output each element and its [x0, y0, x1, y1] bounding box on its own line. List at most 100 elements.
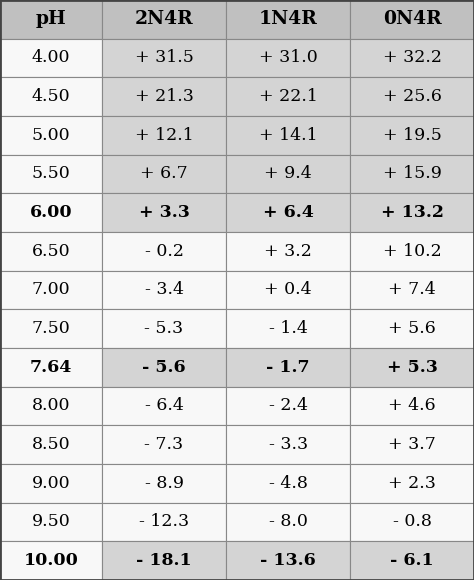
Text: + 12.1: + 12.1	[135, 127, 193, 144]
Text: + 3.2: + 3.2	[264, 243, 312, 260]
Bar	[0, 116, 102, 155]
Text: - 1.7: - 1.7	[266, 359, 310, 376]
Bar	[350, 116, 474, 155]
Text: - 3.3: - 3.3	[269, 436, 308, 453]
Text: - 3.4: - 3.4	[145, 281, 183, 299]
Bar	[226, 39, 350, 77]
Bar	[102, 39, 226, 77]
Bar	[0, 0, 102, 39]
Bar	[102, 464, 226, 503]
Text: + 15.9: + 15.9	[383, 165, 442, 183]
Bar	[102, 309, 226, 348]
Bar	[102, 193, 226, 232]
Text: + 25.6: + 25.6	[383, 88, 442, 105]
Bar	[0, 155, 102, 193]
Bar	[226, 0, 350, 39]
Bar	[350, 39, 474, 77]
Bar	[0, 39, 102, 77]
Bar	[226, 232, 350, 271]
Bar	[0, 464, 102, 503]
Bar	[226, 387, 350, 425]
Text: + 22.1: + 22.1	[259, 88, 318, 105]
Text: 5.50: 5.50	[32, 165, 70, 183]
Bar	[350, 387, 474, 425]
Bar	[102, 348, 226, 387]
Text: + 9.4: + 9.4	[264, 165, 312, 183]
Bar	[350, 425, 474, 464]
Bar	[102, 0, 226, 39]
Text: - 4.8: - 4.8	[269, 475, 308, 492]
Text: - 1.4: - 1.4	[269, 320, 308, 337]
Bar	[350, 77, 474, 116]
Text: 8.00: 8.00	[32, 397, 70, 415]
Text: - 13.6: - 13.6	[260, 552, 316, 569]
Text: 9.50: 9.50	[32, 513, 70, 531]
Text: - 2.4: - 2.4	[269, 397, 308, 415]
Bar	[102, 387, 226, 425]
Bar	[102, 116, 226, 155]
Text: 4.00: 4.00	[32, 49, 70, 67]
Text: - 18.1: - 18.1	[136, 552, 192, 569]
Text: 10.00: 10.00	[24, 552, 78, 569]
Text: 9.00: 9.00	[32, 475, 70, 492]
Text: - 5.6: - 5.6	[142, 359, 186, 376]
Text: pH: pH	[36, 10, 66, 28]
Bar	[0, 541, 102, 580]
Bar	[226, 541, 350, 580]
Text: + 5.3: + 5.3	[387, 359, 438, 376]
Bar	[350, 155, 474, 193]
Bar	[350, 541, 474, 580]
Text: + 7.4: + 7.4	[388, 281, 436, 299]
Bar	[102, 503, 226, 541]
Text: - 7.3: - 7.3	[145, 436, 183, 453]
Bar	[0, 309, 102, 348]
Text: - 0.8: - 0.8	[392, 513, 432, 531]
Text: + 13.2: + 13.2	[381, 204, 444, 221]
Bar	[102, 271, 226, 309]
Text: 1N4R: 1N4R	[259, 10, 318, 28]
Text: + 3.7: + 3.7	[388, 436, 436, 453]
Bar	[0, 425, 102, 464]
Bar	[0, 503, 102, 541]
Bar	[350, 0, 474, 39]
Text: + 4.6: + 4.6	[388, 397, 436, 415]
Bar	[102, 232, 226, 271]
Text: + 19.5: + 19.5	[383, 127, 442, 144]
Bar	[226, 503, 350, 541]
Text: 7.64: 7.64	[30, 359, 72, 376]
Text: + 3.3: + 3.3	[138, 204, 190, 221]
Bar	[0, 348, 102, 387]
Bar	[226, 348, 350, 387]
Bar	[102, 425, 226, 464]
Text: + 5.6: + 5.6	[388, 320, 436, 337]
Text: 0N4R: 0N4R	[383, 10, 441, 28]
Text: 6.00: 6.00	[30, 204, 72, 221]
Text: 8.50: 8.50	[32, 436, 70, 453]
Text: 7.50: 7.50	[32, 320, 70, 337]
Text: + 6.4: + 6.4	[263, 204, 314, 221]
Text: 5.00: 5.00	[32, 127, 70, 144]
Text: - 5.3: - 5.3	[145, 320, 183, 337]
Bar	[0, 271, 102, 309]
Bar	[350, 309, 474, 348]
Text: 6.50: 6.50	[32, 243, 70, 260]
Text: - 8.9: - 8.9	[145, 475, 183, 492]
Text: + 32.2: + 32.2	[383, 49, 442, 67]
Text: - 6.4: - 6.4	[145, 397, 183, 415]
Text: 4.50: 4.50	[32, 88, 70, 105]
Bar	[102, 541, 226, 580]
Bar	[226, 193, 350, 232]
Bar	[226, 77, 350, 116]
Text: - 0.2: - 0.2	[145, 243, 183, 260]
Bar	[350, 464, 474, 503]
Bar	[0, 77, 102, 116]
Text: + 2.3: + 2.3	[388, 475, 436, 492]
Text: 7.00: 7.00	[32, 281, 70, 299]
Bar	[226, 425, 350, 464]
Text: - 6.1: - 6.1	[390, 552, 434, 569]
Text: + 31.5: + 31.5	[135, 49, 193, 67]
Bar	[226, 116, 350, 155]
Bar	[350, 348, 474, 387]
Bar	[350, 193, 474, 232]
Bar	[226, 271, 350, 309]
